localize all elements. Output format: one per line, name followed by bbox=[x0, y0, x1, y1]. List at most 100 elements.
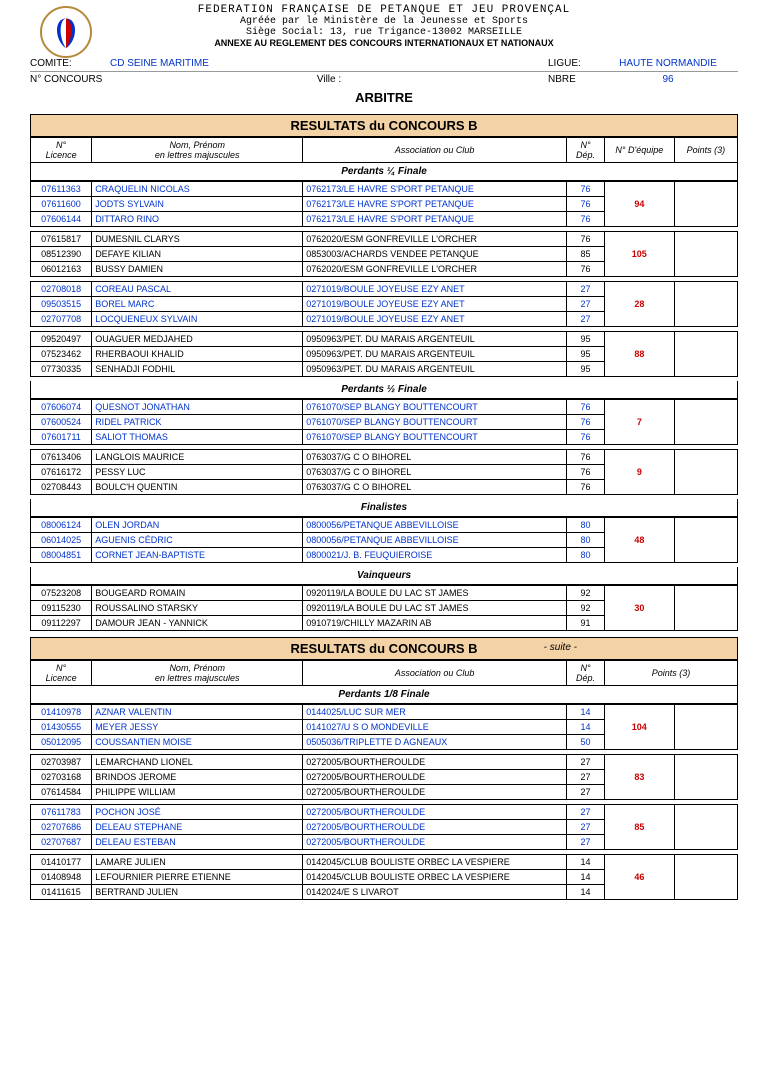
cell-dep: 27 bbox=[567, 282, 605, 297]
meta-row-concours: N° CONCOURS Ville : NBRE 96 bbox=[30, 72, 738, 87]
group-table: 07523208BOUGEARD ROMAIN0920119/LA BOULE … bbox=[30, 585, 738, 631]
cell-dep: 14 bbox=[567, 855, 605, 870]
cell-licence: 07606074 bbox=[31, 400, 92, 415]
cell-dep: 76 bbox=[567, 450, 605, 465]
cell-points bbox=[674, 450, 737, 495]
cell-club: 0920119/LA BOULE DU LAC ST JAMES bbox=[303, 601, 567, 616]
cell-dep: 14 bbox=[567, 870, 605, 885]
group-table: 07606074QUESNOT JONATHAN0761070/SEP BLAN… bbox=[30, 399, 738, 445]
banner-1-text: RESULTATS du CONCOURS B bbox=[290, 118, 477, 133]
cell-licence: 02707687 bbox=[31, 835, 92, 850]
cell-points bbox=[674, 705, 737, 750]
th-equipe: N° D'équipe bbox=[605, 138, 675, 163]
cell-licence: 01410978 bbox=[31, 705, 92, 720]
banner-2-suite: - suite - bbox=[544, 642, 577, 653]
cell-club: 0271019/BOULE JOYEUSE EZY ANET bbox=[303, 282, 567, 297]
results-banner-1: RESULTATS du CONCOURS B bbox=[30, 114, 738, 137]
cell-club: 0271019/BOULE JOYEUSE EZY ANET bbox=[303, 297, 567, 312]
cell-nom: BRINDOS JEROME bbox=[92, 770, 303, 785]
cell-club: 0761070/SEP BLANGY BOUTTENCOURT bbox=[303, 415, 567, 430]
cell-club: 0920119/LA BOULE DU LAC ST JAMES bbox=[303, 586, 567, 601]
cell-club: 0142024/E S LIVAROT bbox=[303, 885, 567, 900]
cell-nom: DELEAU ESTEBAN bbox=[92, 835, 303, 850]
group-table: 07611783POCHON JOSÉ0272005/BOURTHEROULDE… bbox=[30, 804, 738, 850]
group-table: 02703987LEMARCHAND LIONEL0272005/BOURTHE… bbox=[30, 754, 738, 800]
cell-licence: 01408948 bbox=[31, 870, 92, 885]
cell-club: 0762173/LE HAVRE S'PORT PETANQUE bbox=[303, 182, 567, 197]
header-table-1: N° Licence Nom, Prénom en lettres majusc… bbox=[30, 137, 738, 163]
cell-club: 0142045/CLUB BOULISTE ORBEC LA VESPIERE bbox=[303, 855, 567, 870]
comite-label: COMITE: bbox=[30, 58, 110, 69]
cell-club: 0910719/CHILLY MAZARIN AB bbox=[303, 616, 567, 631]
cell-nom: ROUSSALINO STARSKY bbox=[92, 601, 303, 616]
group-table: 07615817DUMESNIL CLARYS0762020/ESM GONFR… bbox=[30, 231, 738, 277]
cell-equipe: 94 bbox=[605, 182, 675, 227]
th-nom: Nom, Prénom en lettres majuscules bbox=[92, 138, 303, 163]
cell-equipe: 46 bbox=[605, 855, 675, 900]
cell-club: 0950963/PET. DU MARAIS ARGENTEUIL bbox=[303, 332, 567, 347]
cell-points bbox=[674, 182, 737, 227]
cell-licence: 07614584 bbox=[31, 785, 92, 800]
th-licence: N° Licence bbox=[31, 138, 92, 163]
cell-dep: 95 bbox=[567, 332, 605, 347]
cell-dep: 76 bbox=[567, 415, 605, 430]
cell-equipe: 48 bbox=[605, 518, 675, 563]
cell-dep: 27 bbox=[567, 835, 605, 850]
section-title: Perdants ½ Finale bbox=[30, 381, 738, 399]
cell-licence: 06014025 bbox=[31, 533, 92, 548]
cell-points bbox=[674, 586, 737, 631]
cell-club: 0271019/BOULE JOYEUSE EZY ANET bbox=[303, 312, 567, 327]
cell-licence: 07523208 bbox=[31, 586, 92, 601]
results-banner-2: RESULTATS du CONCOURS B - suite - bbox=[30, 637, 738, 660]
nbre-label: NBRE bbox=[548, 74, 598, 85]
cell-nom: DAMOUR JEAN - YANNICK bbox=[92, 616, 303, 631]
concours-label: N° CONCOURS bbox=[30, 74, 110, 85]
cell-dep: 76 bbox=[567, 262, 605, 277]
table-row: 07615817DUMESNIL CLARYS0762020/ESM GONFR… bbox=[31, 232, 738, 247]
th-club: Association ou Club bbox=[303, 661, 567, 686]
table-row: 07611783POCHON JOSÉ0272005/BOURTHEROULDE… bbox=[31, 805, 738, 820]
cell-licence: 07613406 bbox=[31, 450, 92, 465]
cell-club: 0800021/J. B. FEUQUIEROISE bbox=[303, 548, 567, 563]
cell-club: 0853003/ACHARDS VENDEE PETANQUE bbox=[303, 247, 567, 262]
federation-logo bbox=[40, 6, 92, 58]
cell-nom: JODTS SYLVAIN bbox=[92, 197, 303, 212]
cell-dep: 95 bbox=[567, 362, 605, 377]
th-dep: N° Dép. bbox=[567, 661, 605, 686]
cell-club: 0762173/LE HAVRE S'PORT PETANQUE bbox=[303, 197, 567, 212]
th-dep: N° Dép. bbox=[567, 138, 605, 163]
group-table: 07613406LANGLOIS MAURICE0763037/G C O BI… bbox=[30, 449, 738, 495]
header-annexe: ANNEXE AU REGLEMENT DES CONCOURS INTERNA… bbox=[30, 38, 738, 48]
cell-licence: 07523462 bbox=[31, 347, 92, 362]
th-club: Association ou Club bbox=[303, 138, 567, 163]
cell-nom: AZNAR VALENTIN bbox=[92, 705, 303, 720]
section-title: Perdants 1/8 Finale bbox=[30, 686, 738, 704]
cell-licence: 06012163 bbox=[31, 262, 92, 277]
header-siege: Siège Social: 13, rue Trigance-13002 MAR… bbox=[30, 27, 738, 38]
th-nom: Nom, Prénom en lettres majuscules bbox=[92, 661, 303, 686]
cell-dep: 76 bbox=[567, 465, 605, 480]
th-points: Points (3) bbox=[605, 661, 738, 686]
cell-licence: 02708018 bbox=[31, 282, 92, 297]
section-title: Finalistes bbox=[30, 499, 738, 517]
cell-equipe: 104 bbox=[605, 705, 675, 750]
cell-licence: 09115230 bbox=[31, 601, 92, 616]
cell-nom: BOREL MARC bbox=[92, 297, 303, 312]
th-points: Points (3) bbox=[674, 138, 737, 163]
table-row: 07523208BOUGEARD ROMAIN0920119/LA BOULE … bbox=[31, 586, 738, 601]
group-table: 09520497OUAGUER MEDJAHED0950963/PET. DU … bbox=[30, 331, 738, 377]
cell-dep: 76 bbox=[567, 182, 605, 197]
cell-licence: 01430555 bbox=[31, 720, 92, 735]
cell-nom: PESSY LUC bbox=[92, 465, 303, 480]
cell-points bbox=[674, 232, 737, 277]
header-table-2: N° Licence Nom, Prénom en lettres majusc… bbox=[30, 660, 738, 686]
cell-club: 0763037/G C O BIHOREL bbox=[303, 480, 567, 495]
cell-licence: 07606144 bbox=[31, 212, 92, 227]
cell-licence: 07600524 bbox=[31, 415, 92, 430]
cell-club: 0141027/U S O MONDEVILLE bbox=[303, 720, 567, 735]
th-licence: N° Licence bbox=[31, 661, 92, 686]
cell-dep: 27 bbox=[567, 755, 605, 770]
group-table: 02708018COREAU PASCAL0271019/BOULE JOYEU… bbox=[30, 281, 738, 327]
ligue-value: HAUTE NORMANDIE bbox=[598, 58, 738, 69]
cell-nom: LAMARE JULIEN bbox=[92, 855, 303, 870]
